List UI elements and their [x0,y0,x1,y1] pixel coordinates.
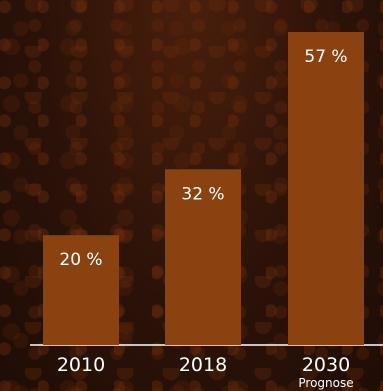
bar-2010 [43,235,119,345]
x-tick-sublabel-2030: Prognose [298,376,353,390]
bars-group: 20 % 32 % 57 % [43,32,364,345]
bar-value-label-2030: 57 % [304,47,347,67]
bar-value-label-2018: 32 % [181,184,224,204]
bar-value-label-2010: 20 % [59,250,102,270]
bar-2030 [288,32,364,345]
bar-2018 [165,169,241,345]
x-tick-label-2010: 2010 [57,354,105,376]
x-tick-label-2018: 2018 [179,354,227,376]
x-tick-label-2030: 2030 [302,354,350,376]
